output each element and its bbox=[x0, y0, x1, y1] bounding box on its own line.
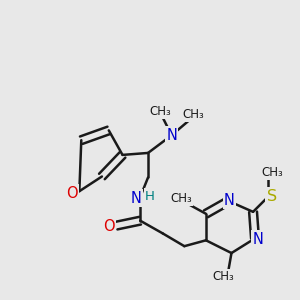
Text: CH₃: CH₃ bbox=[170, 192, 192, 205]
Text: CH₃: CH₃ bbox=[182, 108, 204, 121]
Text: N: N bbox=[253, 232, 263, 247]
Text: CH₃: CH₃ bbox=[213, 270, 235, 283]
Text: H: H bbox=[145, 190, 155, 202]
Text: CH₃: CH₃ bbox=[262, 166, 283, 179]
Text: N: N bbox=[224, 193, 235, 208]
Text: N: N bbox=[166, 128, 177, 143]
Text: CH₃: CH₃ bbox=[149, 105, 171, 118]
Text: O: O bbox=[66, 186, 77, 201]
Text: N: N bbox=[131, 190, 142, 206]
Text: S: S bbox=[267, 189, 277, 204]
Text: O: O bbox=[103, 219, 115, 234]
